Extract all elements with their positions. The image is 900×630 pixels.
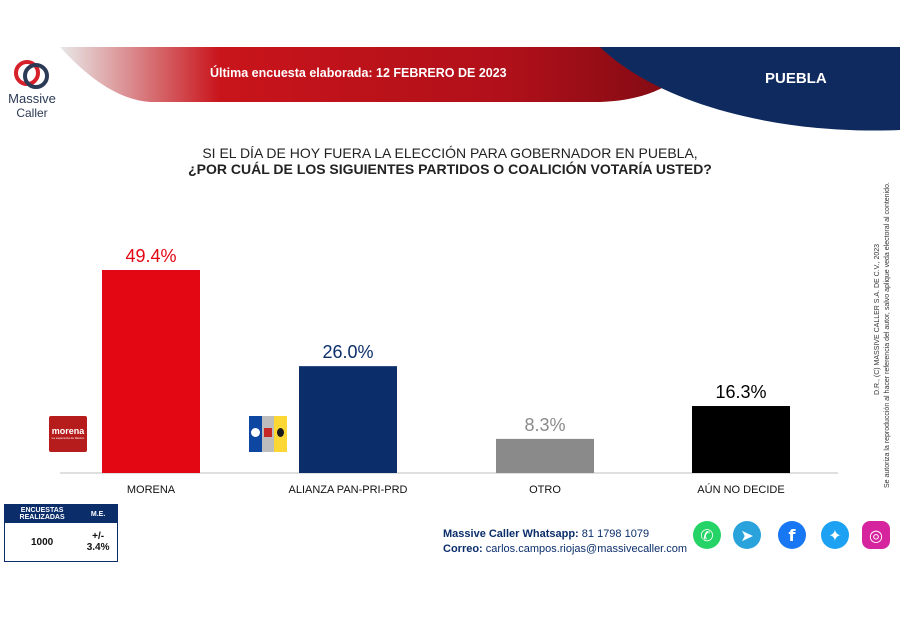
morena-logo: morena La esperanza de México	[49, 416, 87, 452]
prd-sun-icon	[277, 428, 284, 437]
category-label: MORENA	[127, 484, 176, 496]
bar-alianza-pan-pri-prd	[299, 366, 397, 473]
copyright-line2: Se autoriza la reproducción al hacer ref…	[884, 182, 891, 488]
bar-otro	[496, 438, 594, 473]
facebook-icon[interactable]: f	[778, 521, 806, 549]
instagram-icon[interactable]: ◎	[862, 521, 890, 549]
bar-morena	[102, 270, 200, 473]
massive-caller-logo: Massive Caller	[6, 58, 58, 120]
region-label: PUEBLA	[765, 70, 827, 87]
survey-date: Última encuesta elaborada: 12 FEBRERO DE…	[210, 66, 507, 80]
email-address[interactable]: carlos.campos.riojas@massivecaller.com	[485, 543, 688, 555]
value-label: 8.3%	[524, 415, 565, 435]
category-label: AÚN NO DECIDE	[697, 483, 784, 496]
survey-stats-table: ENCUESTAS REALIZADAS M.E. 1000 +/- 3.4%	[4, 504, 118, 562]
value-label: 26.0%	[322, 342, 373, 362]
bar-a-n-no-decide	[692, 406, 790, 473]
telegram-icon[interactable]: ➤	[733, 521, 761, 549]
question-line1: SI EL DÍA DE HOY FUERA LA ELECCIÓN PARA …	[202, 145, 698, 161]
stats-header-margin: M.E.	[79, 504, 118, 523]
contact-whatsapp: Massive Caller Whatsapp: 81 1798 1079	[443, 528, 649, 540]
morena-logo-text: morena	[51, 426, 85, 436]
logo-line1: Massive	[8, 91, 56, 106]
category-label: ALIANZA PAN-PRI-PRD	[289, 484, 408, 496]
whatsapp-icon[interactable]: ✆	[693, 521, 721, 549]
contact-email: Correo: carlos.campos.riojas@massivecall…	[443, 543, 687, 555]
twitter-icon[interactable]: ✦	[821, 521, 849, 549]
pri-mark-icon	[264, 428, 272, 437]
stats-margin-value: +/- 3.4%	[86, 531, 110, 553]
value-label: 16.3%	[715, 382, 766, 402]
morena-logo-subtext: La esperanza de México	[51, 436, 85, 440]
email-label: Correo:	[443, 543, 483, 555]
category-label: OTRO	[529, 484, 561, 496]
value-label: 49.4%	[125, 246, 176, 266]
copyright-line1: D.R., (C) MASSIVE CALLER S.A. DE C.V., 2…	[874, 243, 881, 395]
pan-circle-icon	[251, 428, 260, 437]
alianza-logo	[249, 416, 287, 452]
whatsapp-number[interactable]: 81 1798 1079	[581, 528, 650, 540]
question-line2: ¿POR CUÁL DE LOS SIGUIENTES PARTIDOS O C…	[188, 161, 712, 177]
stats-header-surveys: ENCUESTAS REALIZADAS	[4, 504, 80, 523]
whatsapp-label: Massive Caller Whatsapp:	[443, 528, 579, 540]
logo-line2: Caller	[16, 106, 48, 120]
stats-surveys-value: 1000	[30, 536, 54, 548]
chat-bubbles-icon	[14, 60, 49, 89]
